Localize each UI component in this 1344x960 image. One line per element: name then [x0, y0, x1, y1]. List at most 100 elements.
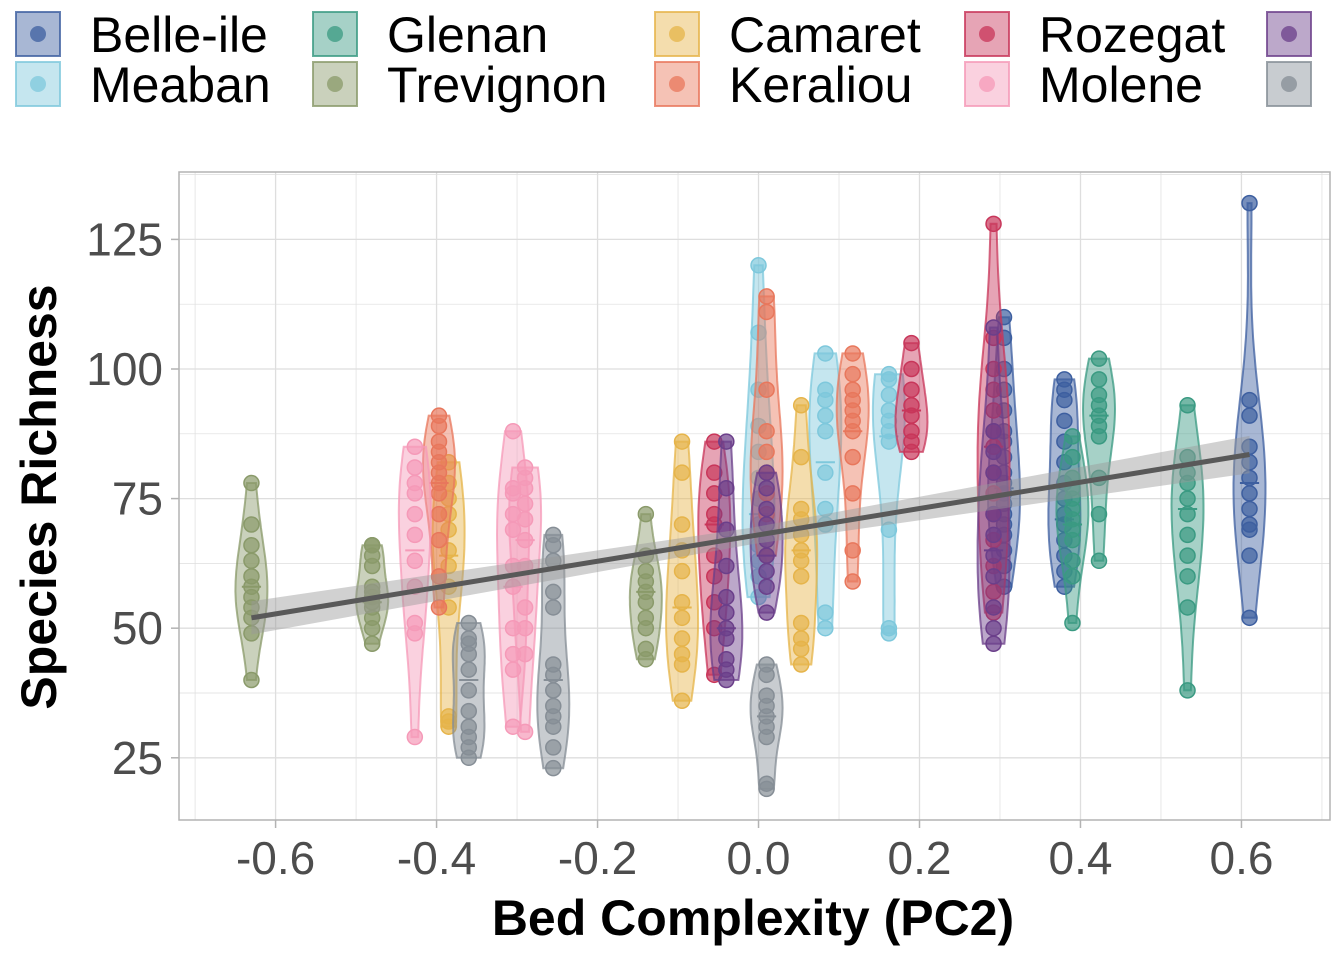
data-point [637, 505, 655, 523]
y-tick-label: 25 [112, 732, 163, 784]
data-point [545, 599, 562, 616]
data-point [880, 365, 898, 383]
data-point [516, 459, 534, 476]
data-point [792, 448, 810, 466]
x-tick-label: -0.4 [397, 832, 476, 884]
data-point [1064, 568, 1081, 585]
data-point [1241, 516, 1258, 533]
x-tick-label: 0.4 [1049, 832, 1113, 884]
data-point [516, 495, 534, 513]
data-point [1064, 428, 1081, 445]
legend-label: Rozegat [1039, 7, 1225, 63]
data-point [718, 521, 735, 538]
data-point [430, 505, 448, 523]
data-marks [234, 194, 1267, 798]
data-point [985, 422, 1002, 440]
series-unnamed [709, 319, 1011, 689]
series-glenan [1055, 350, 1205, 699]
data-point [758, 775, 775, 792]
data-point [880, 402, 898, 419]
data-point [985, 568, 1002, 585]
data-point [718, 604, 735, 621]
legend-label: Keraliou [729, 57, 912, 113]
data-point [758, 443, 775, 461]
panel-border [178, 171, 1331, 821]
data-point [758, 381, 775, 398]
x-axis: -0.6 -0.4 -0.2 0.0 0.2 0.4 0.6 [236, 820, 1273, 884]
data-point [673, 562, 691, 580]
x-tick-label: 0.2 [888, 832, 952, 884]
data-point [637, 640, 655, 658]
data-point [718, 433, 735, 450]
data-point [1179, 490, 1196, 507]
data-point [844, 573, 861, 590]
legend-item [1266, 61, 1312, 107]
data-point [673, 630, 691, 647]
data-point [430, 531, 448, 549]
data-point [516, 531, 534, 549]
data-point [758, 479, 775, 497]
data-point [516, 723, 534, 741]
data-point [706, 464, 723, 481]
data-point [903, 422, 920, 440]
data-point [440, 542, 457, 559]
legend-key-point [327, 76, 343, 92]
data-point [844, 448, 861, 466]
data-point [817, 381, 834, 398]
data-point [545, 682, 562, 699]
legend-key [15, 11, 61, 57]
data-point [903, 360, 920, 378]
data-point [1179, 547, 1196, 564]
data-point [758, 422, 775, 440]
data-point [792, 397, 810, 414]
data-point [817, 500, 834, 518]
data-point [792, 542, 810, 559]
data-point [1241, 609, 1258, 627]
legend-key [964, 61, 1010, 107]
data-point [1179, 397, 1196, 414]
data-point [985, 505, 1002, 523]
data-point [504, 422, 522, 440]
y-axis-title: Species Richness [11, 284, 67, 709]
data-point [1179, 568, 1196, 585]
legend-item: Trevignon [312, 57, 607, 113]
data-point [460, 614, 478, 632]
data-point [758, 562, 775, 580]
legend-label: Molene [1039, 57, 1203, 113]
data-point [460, 661, 478, 678]
data-point [545, 759, 562, 777]
series-trevignon [234, 474, 663, 689]
legend-key-point [1281, 76, 1297, 92]
data-point [516, 599, 534, 616]
data-point [792, 500, 810, 518]
data-point [880, 386, 898, 404]
data-point [406, 505, 424, 523]
data-point [637, 609, 655, 627]
data-point [243, 516, 260, 533]
data-point [460, 718, 478, 735]
data-point [792, 630, 810, 647]
data-point [903, 397, 920, 414]
plot-panel [178, 171, 1331, 821]
data-point [792, 568, 810, 585]
data-point [1090, 505, 1108, 523]
data-point [1241, 194, 1258, 212]
data-point [1241, 547, 1258, 564]
data-point [1056, 371, 1073, 388]
data-point [903, 381, 920, 398]
legend-key-point [327, 26, 343, 42]
data-point [243, 568, 260, 585]
data-point [758, 547, 775, 564]
data-point [673, 594, 691, 611]
data-point [1241, 391, 1258, 409]
series-unnamed [451, 526, 784, 798]
legend-item: Camaret [654, 7, 921, 63]
legend-item: Rozegat [964, 7, 1225, 63]
data-point [1241, 500, 1258, 518]
x-tick-label: 0.0 [727, 832, 791, 884]
data-point [817, 464, 834, 481]
data-point [1064, 448, 1081, 466]
series-belle-ile [987, 194, 1267, 627]
data-point [758, 288, 775, 305]
